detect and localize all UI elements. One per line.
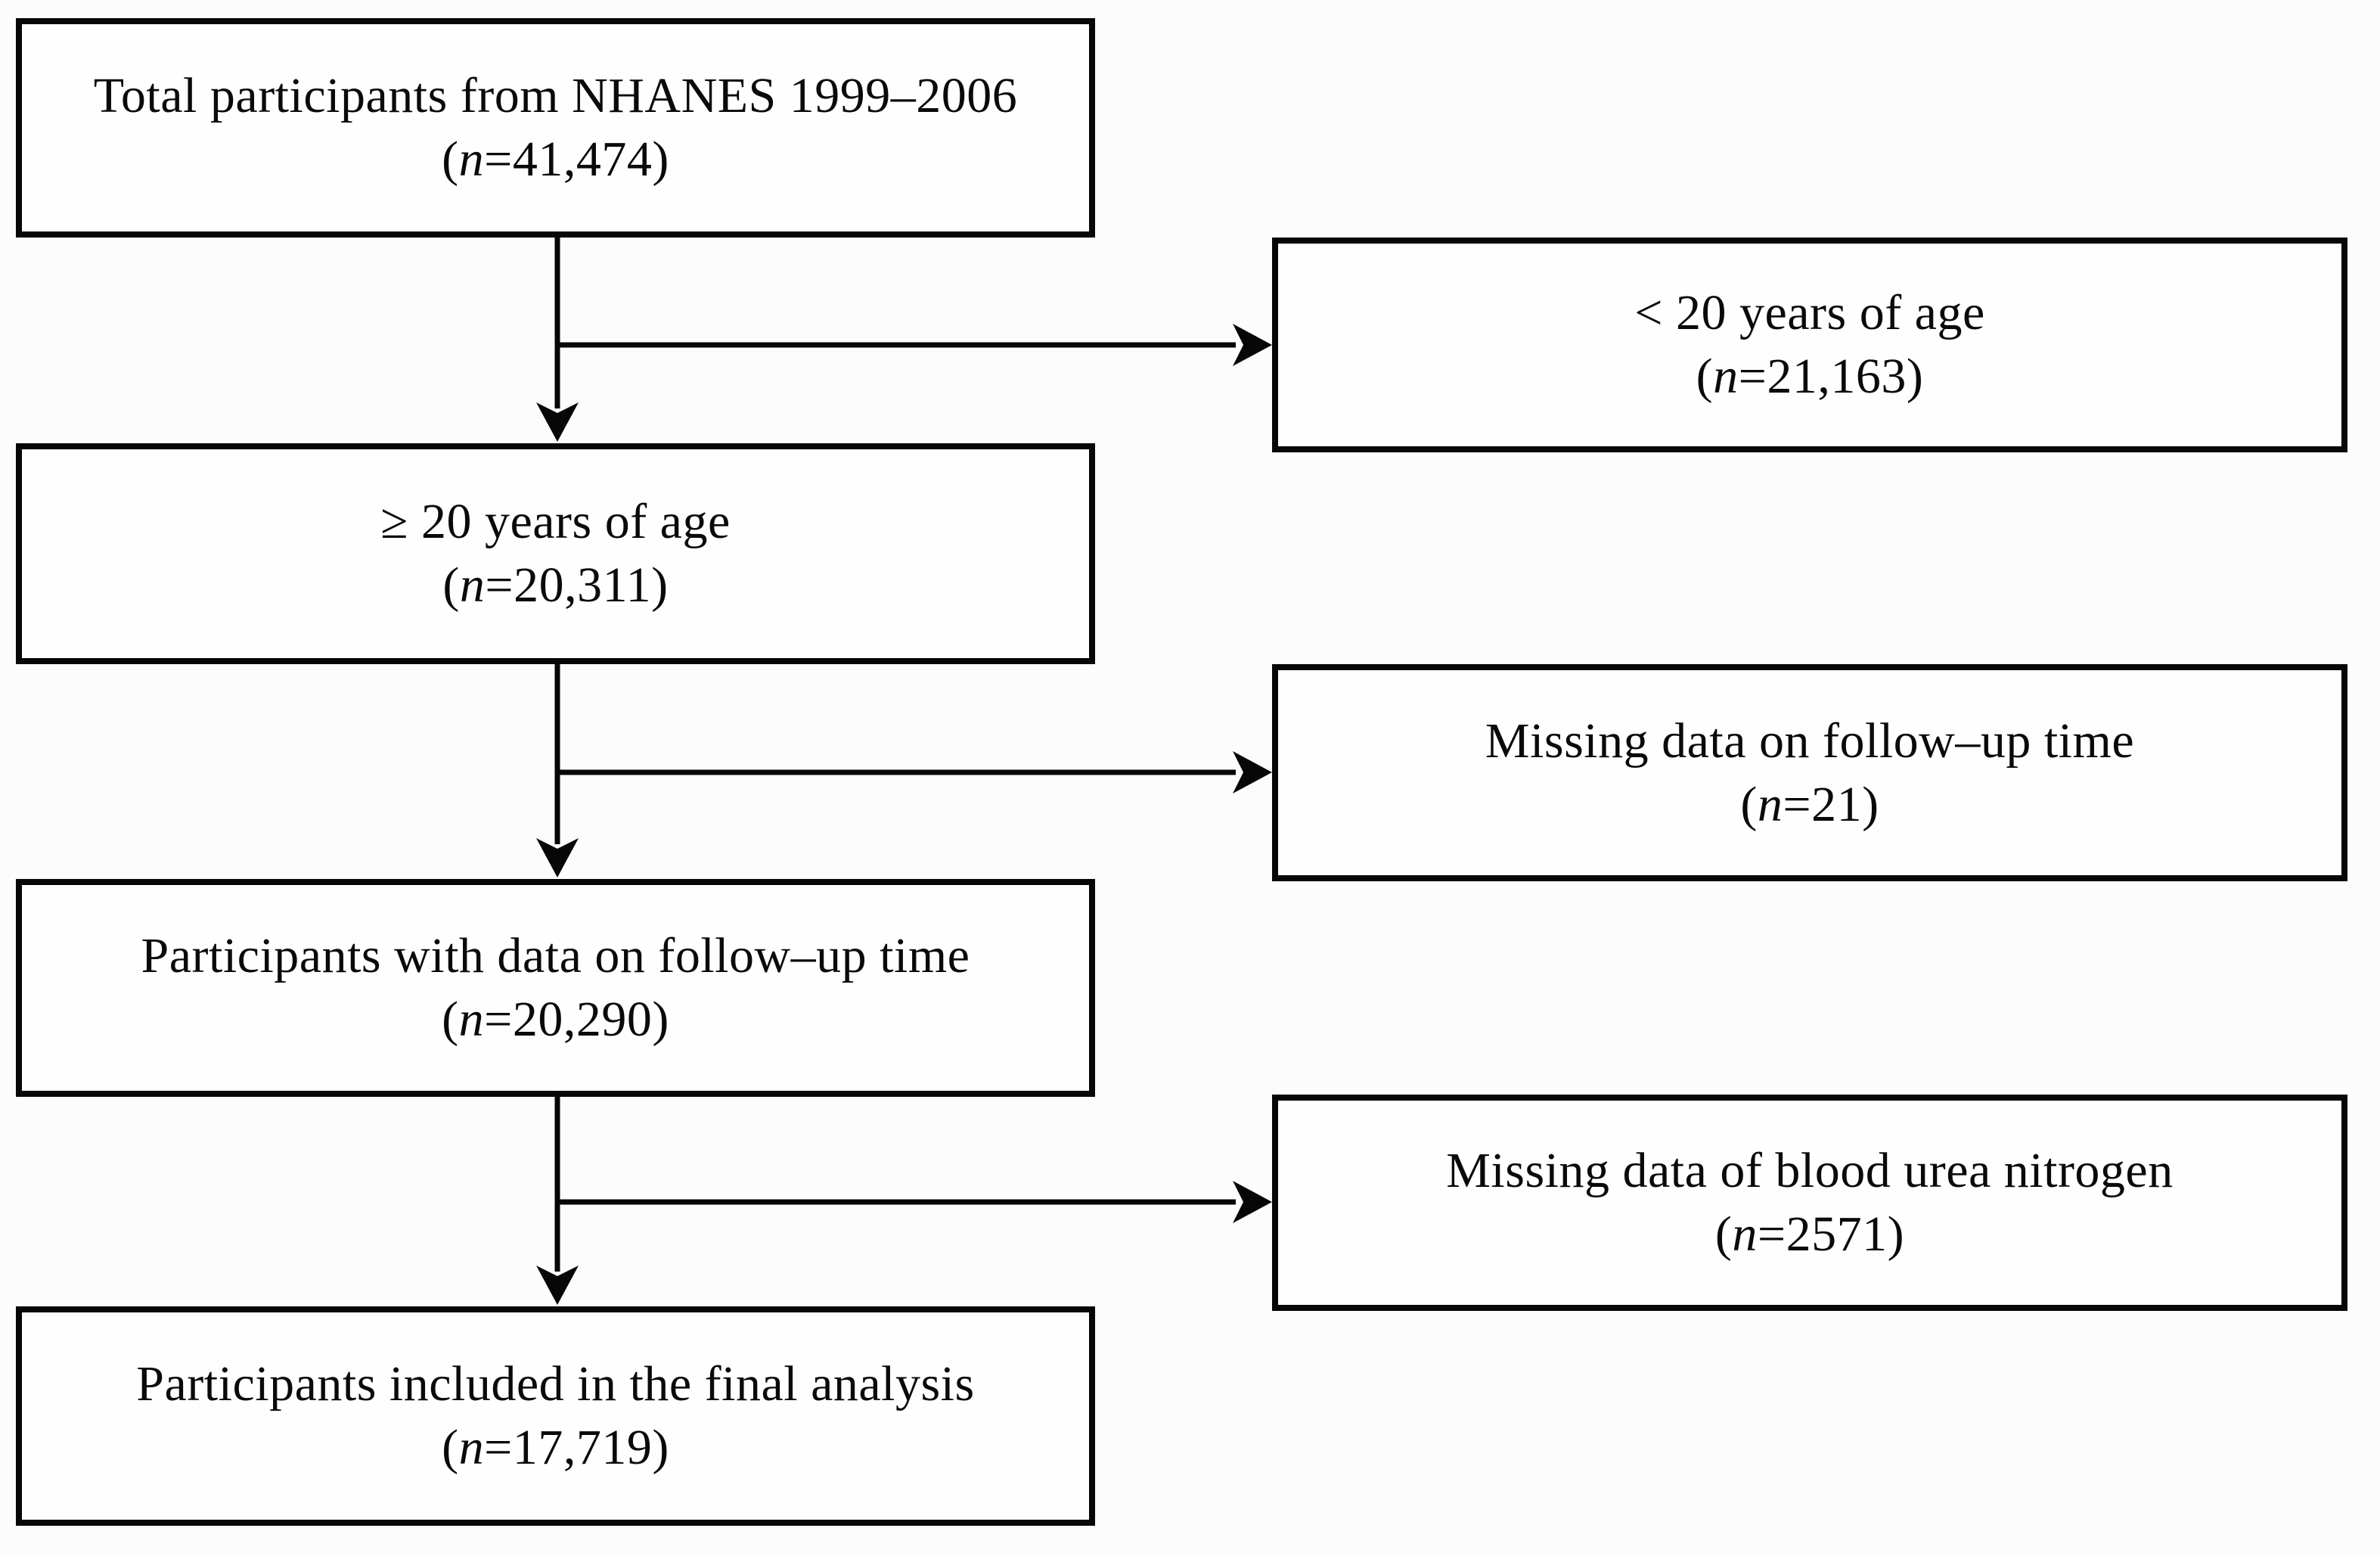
n-symbol: n	[458, 132, 485, 187]
arrow-right-icon-2	[1233, 751, 1272, 794]
n-open-paren: (	[442, 132, 459, 187]
node-title: Total participants from NHANES 1999–2006	[93, 68, 1018, 123]
arrow-down-icon-3	[536, 1266, 579, 1305]
n-equals: =	[1757, 1207, 1786, 1262]
n-symbol: n	[1713, 349, 1739, 404]
n-value: 17,719	[512, 1420, 653, 1475]
node-count: (n=21)	[1740, 773, 1879, 837]
node-total-participants: Total participants from NHANES 1999–2006…	[16, 18, 1095, 238]
n-equals: =	[484, 1420, 513, 1475]
n-value: 20,290	[512, 992, 653, 1047]
node-title: Missing data of blood urea nitrogen	[1446, 1143, 2174, 1198]
n-open-paren: (	[1714, 1207, 1733, 1262]
arrow-right-icon-3	[1233, 1181, 1272, 1223]
n-equals: =	[1783, 776, 1812, 832]
node-count: (n=21,163)	[1696, 345, 1924, 408]
arrow-down-icon-2	[536, 838, 579, 877]
n-open-paren: (	[442, 557, 460, 613]
node-count: (n=20,311)	[442, 554, 668, 617]
n-value: 21,163	[1767, 349, 1907, 404]
node-excluded-missing-bun: Missing data of blood urea nitrogen (n=2…	[1272, 1095, 2347, 1311]
node-title: Participants with data on follow–up time	[141, 928, 970, 983]
n-equals: =	[484, 992, 513, 1047]
n-value: 2571	[1786, 1207, 1888, 1262]
node-count: (n=20,290)	[442, 988, 669, 1051]
node-title: Missing data on follow–up time	[1485, 713, 2135, 769]
node-age-20-or-older: ≥ 20 years of age (n=20,311)	[16, 443, 1095, 664]
arrow-right-icon-1	[1233, 324, 1272, 366]
arrow-down-icon-1	[536, 402, 579, 442]
node-title: < 20 years of age	[1634, 285, 1985, 340]
node-with-followup-data: Participants with data on follow–up time…	[16, 879, 1095, 1097]
node-count: (n=41,474)	[442, 128, 669, 191]
n-symbol: n	[1732, 1207, 1758, 1262]
node-excluded-under-20: < 20 years of age (n=21,163)	[1272, 238, 2347, 452]
node-excluded-missing-followup: Missing data on follow–up time (n=21)	[1272, 664, 2347, 881]
n-value: 41,474	[512, 132, 653, 187]
n-close-paren: )	[1862, 776, 1879, 832]
n-equals: =	[484, 132, 513, 187]
node-title: ≥ 20 years of age	[380, 494, 731, 549]
n-close-paren: )	[652, 1420, 669, 1475]
node-count: (n=2571)	[1715, 1203, 1904, 1266]
n-close-paren: )	[652, 992, 669, 1047]
n-open-paren: (	[1740, 776, 1758, 832]
n-symbol: n	[458, 1420, 485, 1475]
n-value: 21	[1811, 776, 1863, 832]
node-final-analysis: Participants included in the final analy…	[16, 1306, 1095, 1526]
n-close-paren: )	[1887, 1207, 1905, 1262]
node-title: Participants included in the final analy…	[136, 1356, 975, 1412]
n-open-paren: (	[442, 1420, 459, 1475]
n-symbol: n	[459, 557, 486, 613]
n-close-paren: )	[1906, 349, 1924, 404]
node-count: (n=17,719)	[442, 1416, 669, 1480]
n-symbol: n	[1757, 776, 1783, 832]
n-equals: =	[1738, 349, 1767, 404]
n-close-paren: )	[651, 557, 669, 613]
n-open-paren: (	[442, 992, 459, 1047]
n-symbol: n	[458, 992, 485, 1047]
n-value: 20,311	[514, 557, 652, 613]
n-open-paren: (	[1696, 349, 1714, 404]
n-close-paren: )	[652, 132, 669, 187]
n-equals: =	[485, 557, 514, 613]
